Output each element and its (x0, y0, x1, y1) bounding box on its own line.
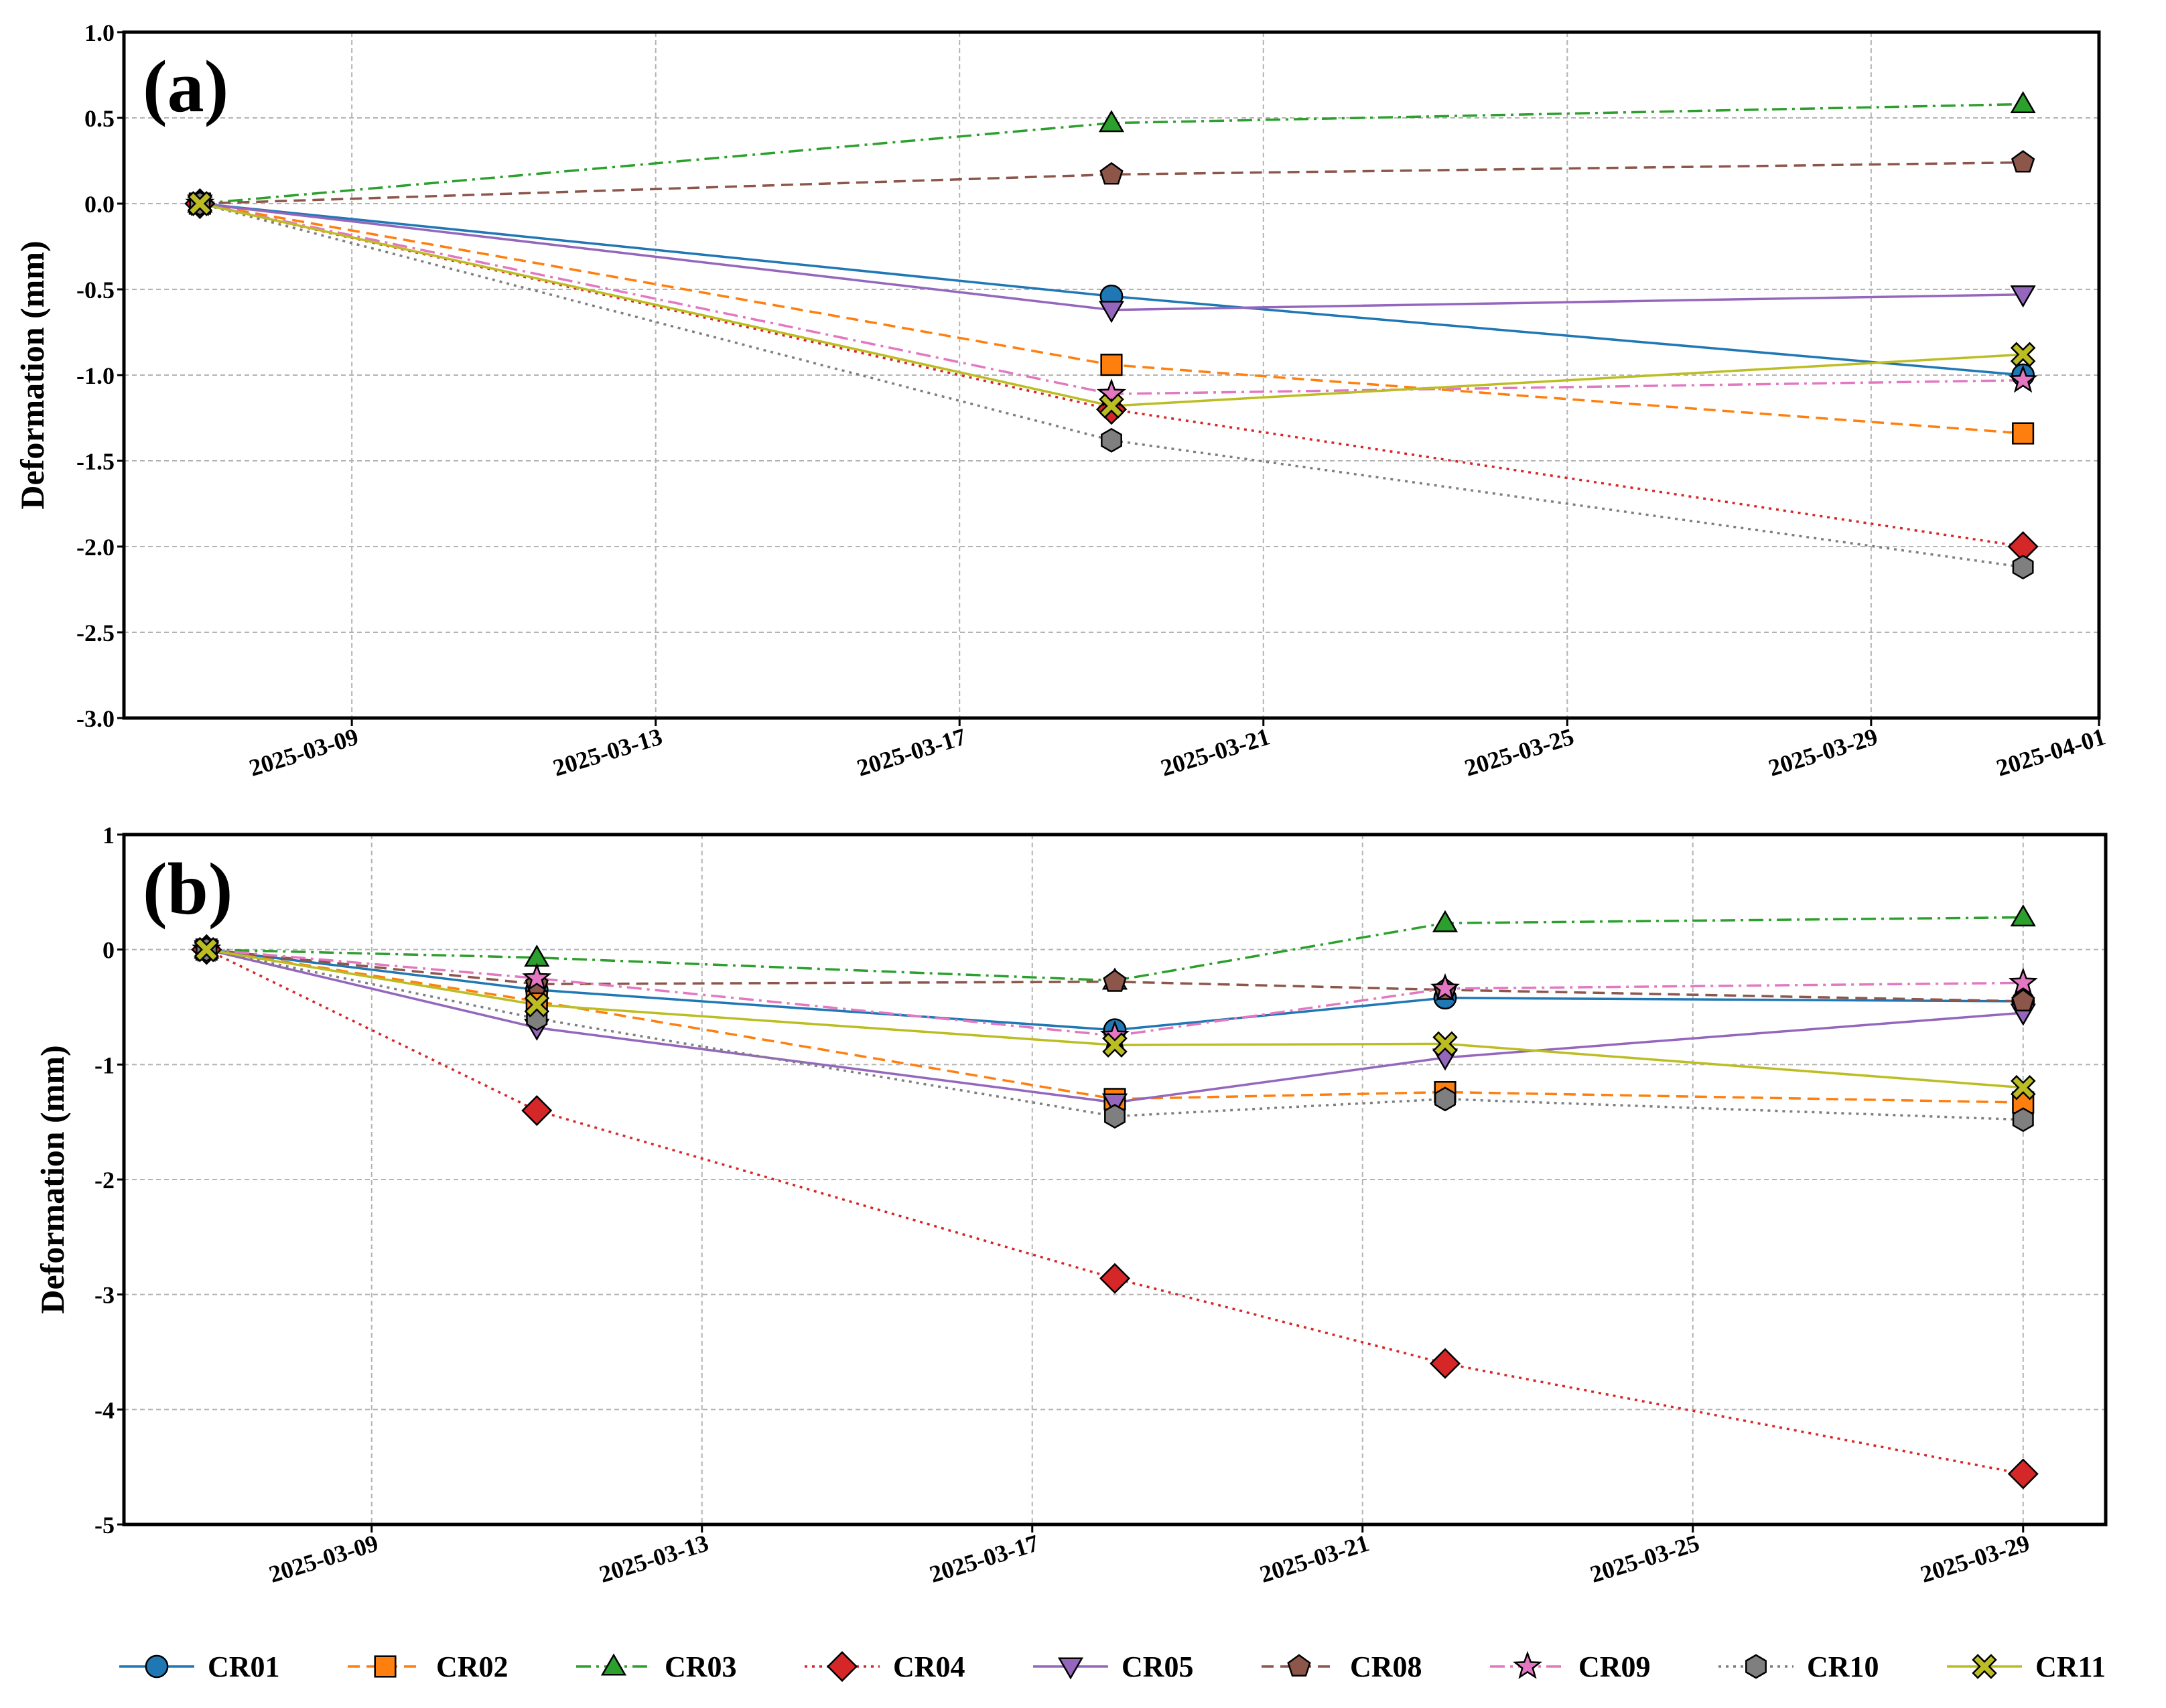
point-cr09-2025-03-19 (1096, 378, 1127, 407)
legend-marker-cr09 (1512, 1650, 1543, 1679)
legend-marker-cr05 (1057, 1657, 1084, 1680)
x-tick-label: 2025-03-21 (1158, 723, 1273, 781)
y-tick-label: -1.5 (76, 448, 115, 475)
y-tick-label: -5 (94, 1512, 115, 1539)
panel-b-chart: 2025-03-09 2025-03-13 2025-03-17 2025-03-21… (33, 822, 2108, 1588)
point-cr11-2025-03-07 (194, 936, 220, 963)
point-cr11-2025-03-07 (187, 191, 213, 216)
plot-frame (122, 30, 2101, 720)
x-tick-label: 2025-03-25 (1461, 723, 1576, 781)
y-tick-label: 1 (103, 822, 115, 849)
y-tick-label: -2.5 (76, 620, 115, 646)
point-cr08-2025-03-31 (2011, 150, 2035, 173)
series-line-cr04 (206, 948, 2024, 1476)
point-cr10-2025-03-18 (1104, 1104, 1126, 1129)
point-cr11-2025-03-22 (1432, 1031, 1458, 1057)
point-cr04-2025-03-18 (1099, 1263, 1131, 1294)
y-tick-label: -3 (94, 1282, 115, 1309)
point-cr09-2025-03-22 (1430, 973, 1460, 1001)
legend-marker-cr04 (827, 1651, 858, 1683)
legend-label-cr08: CR08 (1350, 1650, 1422, 1683)
point-cr03-2025-03-22 (1432, 910, 1459, 932)
point-cr08-2025-03-19 (1099, 161, 1124, 185)
point-cr09-2025-03-11 (522, 963, 552, 991)
y-tick-label: -2.0 (76, 534, 115, 561)
legend-label-cr11: CR11 (2035, 1650, 2106, 1683)
point-cr04-2025-03-11 (521, 1095, 553, 1127)
point-cr11-2025-03-18 (1102, 1032, 1128, 1058)
point-cr10-2025-03-31 (2012, 555, 2034, 580)
x-tick-label: 2025-03-09 (246, 723, 361, 781)
point-cr04-2025-03-22 (1430, 1348, 1461, 1379)
legend-label-cr09: CR09 (1578, 1650, 1651, 1683)
legend-marker-cr01 (145, 1654, 169, 1679)
point-cr10-2025-03-29 (2012, 1107, 2034, 1133)
legend-label-cr03: CR03 (665, 1650, 737, 1683)
point-cr09-2025-03-31 (2008, 364, 2038, 393)
y-tick-label: -4 (94, 1397, 115, 1423)
x-tick-label: 2025-03-29 (1765, 723, 1881, 781)
legend-marker-cr11 (1972, 1654, 1997, 1679)
point-cr10-2025-03-19 (1101, 427, 1122, 453)
point-cr03-2025-03-31 (2010, 90, 2036, 114)
point-cr03-2025-03-29 (2010, 904, 2036, 927)
point-cr08-2025-03-18 (1103, 969, 1127, 992)
x-tick-label: 2025-03-17 (854, 723, 969, 781)
y-tick-label: -3.0 (76, 705, 115, 732)
legend-label-cr05: CR05 (1122, 1650, 1194, 1683)
point-cr03-2025-03-19 (1098, 110, 1125, 133)
y-axis-title: Deformation (mm) (13, 240, 51, 509)
point-cr11-2025-03-31 (2010, 342, 2036, 368)
point-cr11-2025-03-29 (2011, 1074, 2036, 1100)
panel-a-chart: 2025-03-09 2025-03-13 2025-03-17 2025-03-21… (13, 19, 2108, 782)
legend-marker-cr10 (1745, 1654, 1767, 1679)
y-tick-label: -1.0 (76, 362, 115, 389)
point-cr05-2025-03-19 (1098, 301, 1125, 324)
x-tick-label: 2025-03-13 (550, 723, 665, 781)
legend-label-cr04: CR04 (893, 1650, 965, 1683)
y-tick-label: 0.0 (84, 191, 115, 218)
x-tick-label: 2025-04-01 (1993, 723, 2108, 781)
point-cr11-2025-03-19 (1099, 393, 1124, 419)
point-cr09-2025-03-29 (2008, 967, 2038, 996)
x-tick-label: 2025-03-17 (927, 1529, 1042, 1587)
point-cr02-2025-03-19 (1100, 354, 1123, 376)
legend: CR01 CR02 CR03 CR04 CR05 CR08 CR09 CR10 CR11 (119, 1650, 2106, 1683)
y-tick-label: -1 (94, 1052, 115, 1078)
point-cr05-2025-03-31 (2010, 285, 2036, 308)
plot-frame (122, 833, 2108, 1526)
panel-label-a: (a) (143, 46, 228, 127)
legend-marker-cr03 (600, 1653, 627, 1676)
point-cr11-2025-03-11 (524, 992, 550, 1017)
x-tick-label: 2025-03-29 (1917, 1529, 2033, 1587)
point-cr04-2025-03-29 (2007, 1458, 2039, 1490)
x-tick-label: 2025-03-25 (1587, 1529, 1702, 1587)
series-line-cr10 (199, 202, 2023, 569)
y-tick-label: 0.5 (84, 105, 115, 132)
legend-label-cr02: CR02 (436, 1650, 509, 1683)
x-tick-label: 2025-03-13 (596, 1529, 712, 1587)
point-cr02-2025-03-31 (2012, 422, 2035, 445)
point-cr08-2025-03-29 (2011, 989, 2035, 1011)
y-tick-label: -2 (94, 1167, 115, 1194)
legend-marker-cr02 (374, 1655, 397, 1678)
y-tick-label: 0 (103, 937, 115, 964)
point-cr10-2025-03-22 (1434, 1086, 1456, 1112)
x-tick-label: 2025-03-21 (1257, 1529, 1372, 1587)
panel-label-b: (b) (143, 848, 232, 930)
y-tick-label: -0.5 (76, 277, 115, 303)
legend-label-cr10: CR10 (1807, 1650, 1879, 1683)
legend-marker-cr08 (1287, 1654, 1311, 1677)
y-tick-label: 1.0 (84, 19, 115, 46)
legend-label-cr01: CR01 (208, 1650, 280, 1683)
y-axis-title: Deformation (mm) (33, 1045, 71, 1313)
x-tick-label: 2025-03-09 (266, 1529, 381, 1587)
